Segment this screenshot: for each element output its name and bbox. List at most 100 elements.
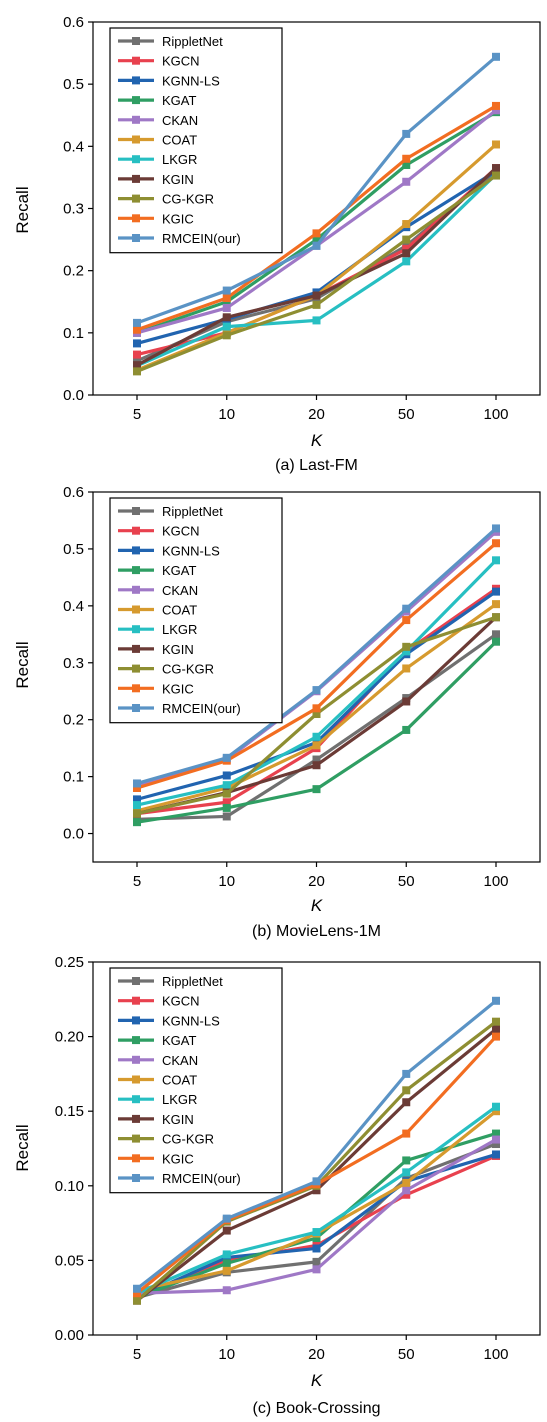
legend-marker bbox=[132, 684, 140, 693]
legend-marker bbox=[132, 1174, 140, 1182]
legend-marker bbox=[132, 115, 140, 124]
legend-marker bbox=[132, 214, 140, 223]
data-point bbox=[492, 52, 500, 61]
data-point bbox=[222, 286, 231, 295]
x-tick-label: 20 bbox=[308, 1346, 325, 1363]
data-point bbox=[402, 235, 411, 244]
y-tick-label: 0.0 bbox=[63, 826, 84, 843]
legend-marker bbox=[132, 1055, 140, 1064]
data-point bbox=[492, 1025, 500, 1034]
data-point bbox=[133, 318, 141, 327]
legend-marker bbox=[132, 56, 140, 65]
legend-marker bbox=[132, 135, 140, 144]
legend-label: KGIN bbox=[162, 1112, 194, 1127]
data-point bbox=[312, 1177, 321, 1186]
legend-entry: COAT bbox=[118, 603, 197, 618]
legend-marker bbox=[132, 1154, 140, 1163]
x-tick-label: 10 bbox=[218, 406, 235, 423]
data-point bbox=[492, 996, 500, 1005]
data-point bbox=[402, 1190, 411, 1199]
data-point bbox=[133, 356, 141, 365]
legend-marker bbox=[132, 664, 140, 673]
legend-label: RMCEIN(our) bbox=[162, 701, 241, 716]
data-point bbox=[312, 241, 321, 250]
data-point bbox=[492, 164, 500, 173]
legend-entry: KGIC bbox=[118, 211, 194, 226]
data-point bbox=[402, 1069, 411, 1078]
legend-marker bbox=[132, 1095, 140, 1104]
data-point bbox=[222, 303, 231, 312]
data-point bbox=[133, 809, 141, 818]
legend-entry: COAT bbox=[118, 133, 197, 148]
data-point bbox=[312, 1234, 321, 1243]
legend-marker bbox=[132, 234, 140, 242]
legend-entry: KGIC bbox=[118, 1151, 194, 1166]
legend-label: KGIC bbox=[162, 681, 194, 696]
legend-marker bbox=[132, 174, 140, 183]
legend-marker bbox=[132, 605, 140, 614]
data-point bbox=[312, 291, 321, 300]
chart-2: 0.0 0.1 0.2 0.3 0.4 0.5 0.6 5 10 20 50 100 Recall K (b… bbox=[13, 484, 541, 940]
data-point bbox=[133, 1289, 141, 1298]
legend-marker bbox=[132, 96, 140, 105]
x-tick-label: 5 bbox=[133, 406, 141, 423]
legend-label: KGNN-LS bbox=[162, 73, 220, 88]
legend-marker bbox=[132, 526, 140, 535]
legend-label: KGNN-LS bbox=[162, 543, 220, 558]
legend-entry: RippletNet bbox=[118, 974, 223, 989]
legend-entry: CKAN bbox=[118, 1053, 198, 1068]
legend-marker bbox=[132, 977, 140, 985]
data-point bbox=[133, 801, 141, 810]
legend-marker bbox=[132, 1036, 140, 1045]
series-rmcein-our- bbox=[133, 996, 500, 1293]
legend-marker bbox=[132, 585, 140, 594]
x-tick-label: 50 bbox=[398, 1346, 415, 1363]
series-rmcein-our- bbox=[133, 52, 500, 327]
chart-caption: (a) Last-FM bbox=[275, 457, 358, 474]
legend-label: LKGR bbox=[162, 152, 197, 167]
data-point bbox=[402, 725, 411, 734]
data-point bbox=[492, 1129, 500, 1138]
data-point bbox=[312, 686, 321, 695]
data-point bbox=[402, 1156, 411, 1165]
legend: RippletNet KGCN KGNN-LS KGAT CKAN COAT LKGR KGI… bbox=[109, 497, 283, 724]
legend-label: KGCN bbox=[162, 524, 200, 539]
legend-entry: KGCN bbox=[118, 524, 200, 539]
data-point bbox=[402, 160, 411, 169]
legend-entry: KGCN bbox=[118, 54, 200, 69]
legend-label: RMCEIN(our) bbox=[162, 1171, 241, 1186]
legend-label: CKAN bbox=[162, 113, 198, 128]
data-point bbox=[312, 1265, 321, 1274]
legend-entry: RippletNet bbox=[118, 34, 223, 49]
data-point bbox=[222, 1214, 231, 1223]
data-point bbox=[492, 1140, 500, 1149]
y-tick-label: 0.1 bbox=[63, 325, 84, 342]
legend-marker bbox=[132, 1114, 140, 1123]
y-tick-label: 0.0 bbox=[63, 387, 84, 404]
x-tick-label: 10 bbox=[218, 873, 235, 890]
data-point bbox=[312, 704, 321, 713]
data-point bbox=[222, 798, 231, 807]
legend-entry: RippletNet bbox=[118, 504, 223, 519]
legend-label: COAT bbox=[162, 1073, 197, 1088]
y-tick-label: 0.2 bbox=[63, 263, 84, 280]
series-cg-kgr bbox=[133, 171, 500, 376]
legend-label: KGCN bbox=[162, 994, 200, 1009]
data-point bbox=[492, 587, 500, 596]
legend-marker bbox=[132, 194, 140, 203]
y-tick-label: 0.2 bbox=[63, 712, 84, 729]
legend-marker bbox=[132, 644, 140, 653]
data-point bbox=[402, 616, 411, 625]
data-point bbox=[133, 784, 141, 792]
x-tick-label: 5 bbox=[133, 1346, 141, 1363]
data-point bbox=[402, 220, 411, 229]
data-point bbox=[312, 1228, 321, 1237]
legend-label: CG-KGR bbox=[162, 192, 214, 207]
data-point bbox=[492, 539, 500, 548]
legend-label: CG-KGR bbox=[162, 1132, 214, 1147]
data-point bbox=[133, 339, 141, 348]
data-point bbox=[312, 710, 321, 718]
legend-label: LKGR bbox=[162, 1092, 197, 1107]
legend-entry: KGCN bbox=[118, 994, 200, 1009]
data-point bbox=[492, 1135, 500, 1144]
